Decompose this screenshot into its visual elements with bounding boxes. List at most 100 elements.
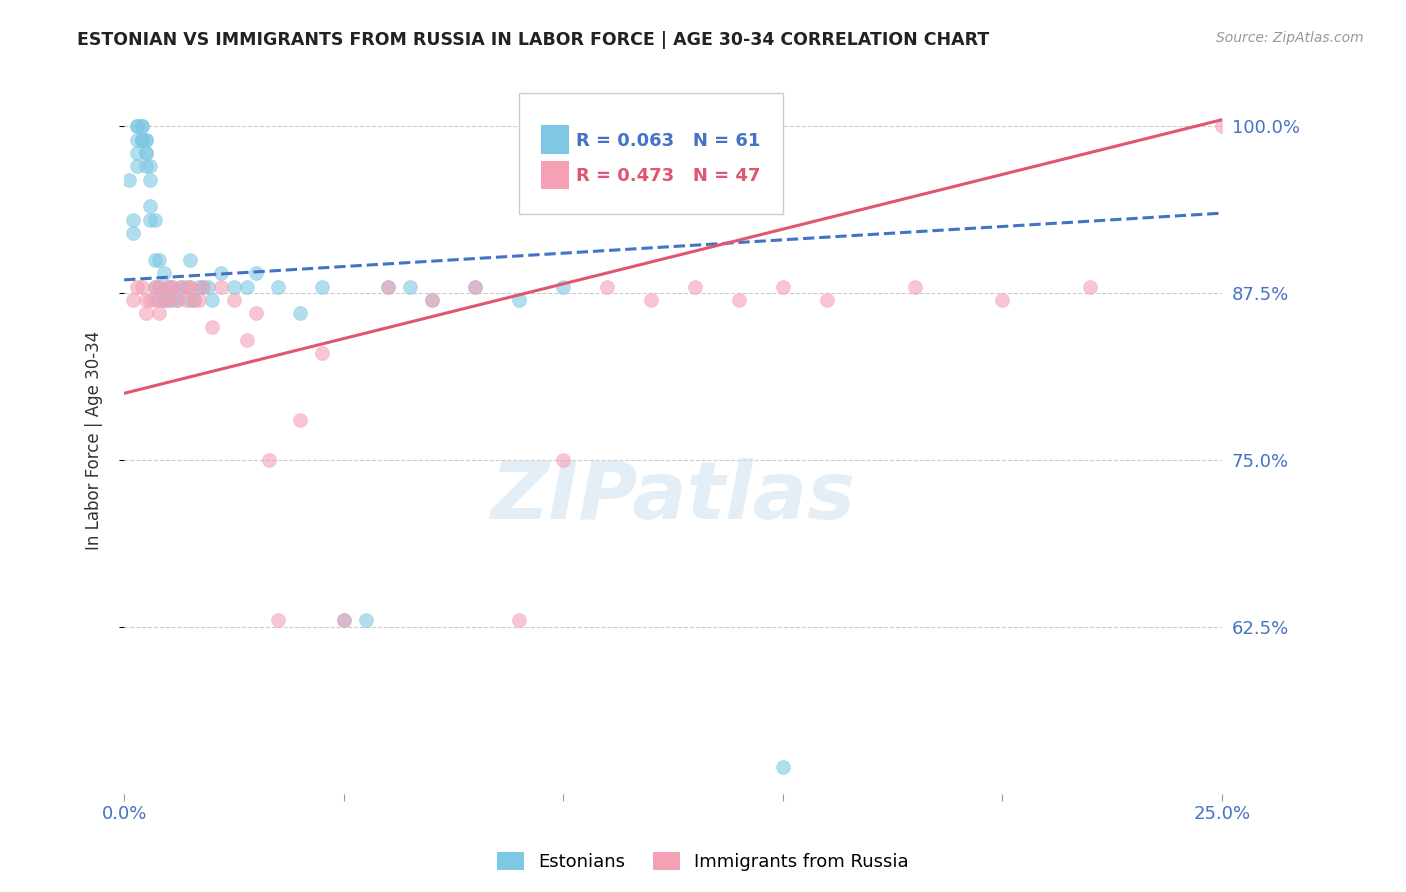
Point xyxy=(139,160,162,174)
Point xyxy=(127,146,149,161)
Point xyxy=(174,279,197,293)
Point xyxy=(553,279,575,293)
Point xyxy=(991,293,1014,307)
Point xyxy=(236,279,259,293)
Point xyxy=(257,453,280,467)
Point xyxy=(157,279,180,293)
Point xyxy=(201,319,224,334)
Point xyxy=(122,293,145,307)
Point xyxy=(187,279,209,293)
Point xyxy=(135,160,157,174)
Point xyxy=(187,293,209,307)
Point xyxy=(201,293,224,307)
Point xyxy=(398,279,420,293)
Point xyxy=(117,173,139,187)
Y-axis label: In Labor Force | Age 30-34: In Labor Force | Age 30-34 xyxy=(86,330,103,549)
Point xyxy=(209,279,232,293)
Point xyxy=(127,120,149,134)
Point xyxy=(209,266,232,280)
Point xyxy=(162,279,184,293)
Point xyxy=(903,279,925,293)
Point xyxy=(139,212,162,227)
Point xyxy=(222,279,245,293)
Point xyxy=(152,293,174,307)
Point xyxy=(267,279,290,293)
Point xyxy=(222,293,245,307)
Text: ZIPatlas: ZIPatlas xyxy=(491,458,855,535)
Point xyxy=(139,199,162,213)
Point xyxy=(332,613,354,627)
Point xyxy=(143,212,166,227)
Point xyxy=(127,120,149,134)
Text: ESTONIAN VS IMMIGRANTS FROM RUSSIA IN LABOR FORCE | AGE 30-34 CORRELATION CHART: ESTONIAN VS IMMIGRANTS FROM RUSSIA IN LA… xyxy=(77,31,990,49)
Point xyxy=(148,252,170,267)
Point xyxy=(179,279,201,293)
Point xyxy=(152,293,174,307)
Point xyxy=(143,252,166,267)
Point xyxy=(267,613,290,627)
Point xyxy=(193,279,215,293)
Point xyxy=(170,279,193,293)
Point xyxy=(236,333,259,347)
Point xyxy=(127,160,149,174)
Point xyxy=(464,279,486,293)
Point xyxy=(245,306,267,320)
Point xyxy=(553,453,575,467)
Point xyxy=(131,133,153,147)
Point xyxy=(143,279,166,293)
Point xyxy=(377,279,399,293)
Point xyxy=(179,293,201,307)
Point xyxy=(166,293,188,307)
Point xyxy=(683,279,706,293)
Point xyxy=(420,293,443,307)
Point xyxy=(148,279,170,293)
Point xyxy=(162,279,184,293)
Text: Source: ZipAtlas.com: Source: ZipAtlas.com xyxy=(1216,31,1364,45)
Point xyxy=(157,279,180,293)
Point xyxy=(135,306,157,320)
Point xyxy=(311,279,333,293)
Point xyxy=(288,413,311,427)
Point xyxy=(170,279,193,293)
Point xyxy=(131,120,153,134)
Point xyxy=(135,146,157,161)
Point xyxy=(135,133,157,147)
Point xyxy=(127,133,149,147)
Point xyxy=(135,293,157,307)
Point xyxy=(127,279,149,293)
Text: R = 0.063   N = 61: R = 0.063 N = 61 xyxy=(576,132,761,150)
Bar xyxy=(541,125,568,153)
Point xyxy=(728,293,751,307)
Point xyxy=(148,279,170,293)
Point xyxy=(143,293,166,307)
Point xyxy=(179,279,201,293)
Point xyxy=(135,133,157,147)
Point xyxy=(193,279,215,293)
Point xyxy=(245,266,267,280)
Point xyxy=(122,212,145,227)
Point xyxy=(157,293,180,307)
Point xyxy=(166,293,188,307)
Point xyxy=(183,293,205,307)
Point xyxy=(311,346,333,360)
Point xyxy=(143,279,166,293)
Point xyxy=(815,293,838,307)
Point xyxy=(131,133,153,147)
Legend: Estonians, Immigrants from Russia: Estonians, Immigrants from Russia xyxy=(489,845,917,879)
Point xyxy=(1211,120,1233,134)
Text: R = 0.473   N = 47: R = 0.473 N = 47 xyxy=(576,167,761,186)
Point xyxy=(139,173,162,187)
Point xyxy=(1078,279,1101,293)
Point xyxy=(508,293,530,307)
Point xyxy=(131,120,153,134)
Point xyxy=(152,266,174,280)
Point xyxy=(157,293,180,307)
FancyBboxPatch shape xyxy=(519,94,783,214)
Point xyxy=(122,226,145,240)
Point xyxy=(420,293,443,307)
Point xyxy=(135,146,157,161)
Point xyxy=(131,279,153,293)
Point xyxy=(197,279,219,293)
Point xyxy=(596,279,619,293)
Bar xyxy=(541,161,568,189)
